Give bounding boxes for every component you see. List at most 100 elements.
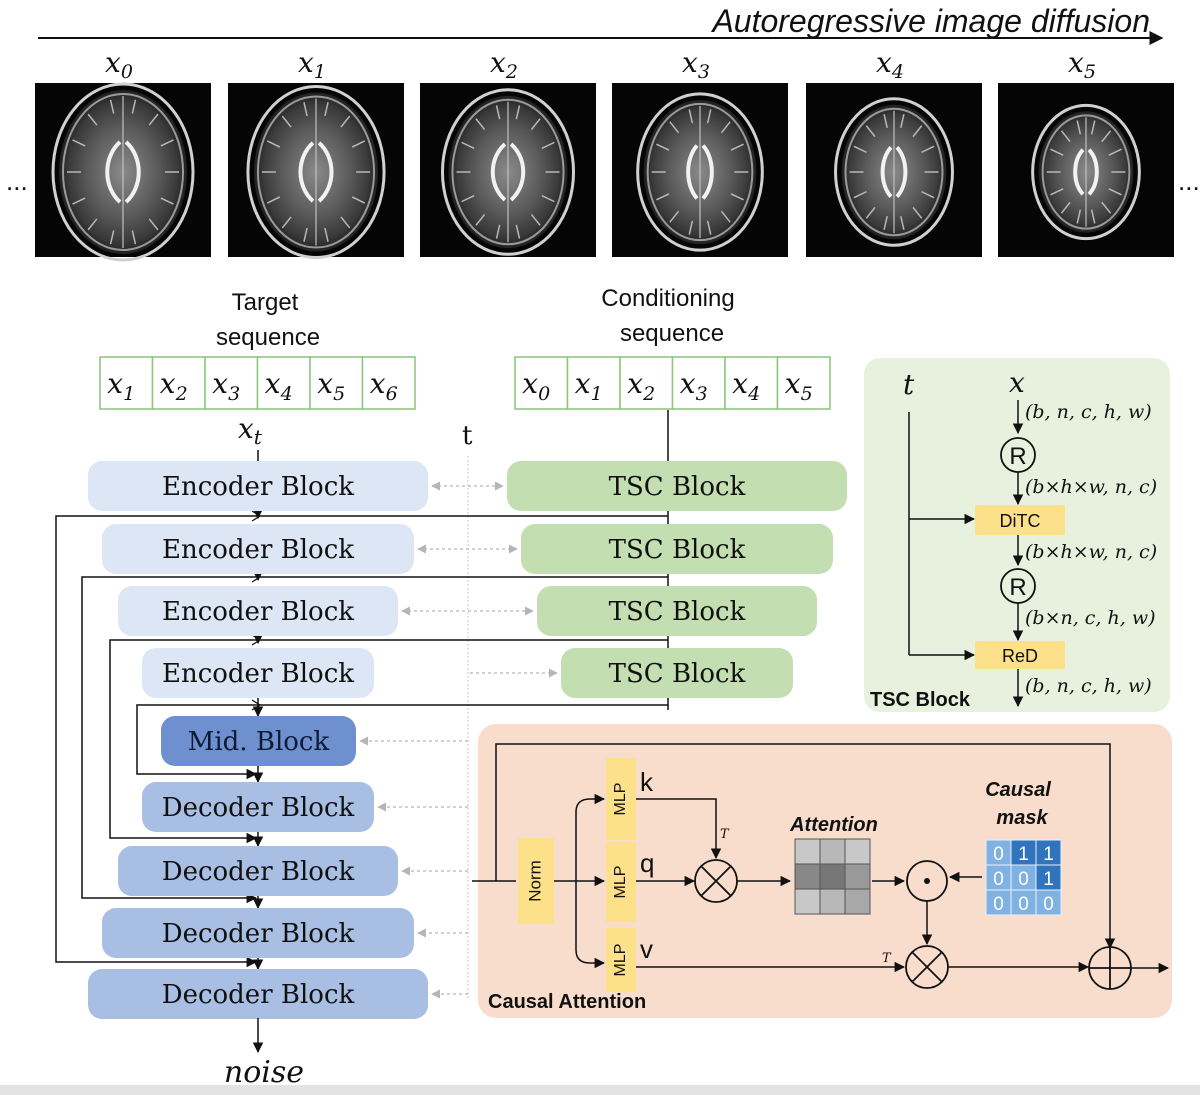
tsc-x: x xyxy=(1009,366,1025,399)
gyrus xyxy=(148,218,159,231)
gyrus xyxy=(669,121,680,134)
gyrus xyxy=(1108,148,1122,156)
ventricle-right xyxy=(124,140,141,204)
gyrus xyxy=(530,213,541,226)
tsc-panel: t x R DiTC R ReD (b, n, c, h, w) (b×h×w,… xyxy=(864,358,1170,712)
encoder-block-2: Encoder Block xyxy=(102,524,414,574)
skip-merge-3 xyxy=(251,699,262,711)
gyrus xyxy=(324,102,329,117)
tsc-block-1-bg xyxy=(507,461,847,511)
frame-strip: x0 x1 x2 x3 x4 x5 xyxy=(35,46,1174,262)
ventricle-left xyxy=(490,142,507,202)
attn-cell xyxy=(819,888,846,915)
gyrus xyxy=(515,224,521,239)
gyrus xyxy=(72,197,86,205)
frame-3: x3 xyxy=(612,46,788,257)
ellipsis-right: ... xyxy=(1178,166,1200,196)
gyrus xyxy=(160,197,174,205)
tsc-block-2-bg xyxy=(521,524,833,574)
gyrus xyxy=(461,194,475,203)
red-block xyxy=(975,641,1065,669)
mask-value: 1 xyxy=(1018,844,1029,865)
red-label: ReD xyxy=(1002,646,1038,666)
target-title-2: sequence xyxy=(216,324,320,351)
ventricle-left xyxy=(298,141,315,203)
tsc-block-4-bg xyxy=(561,648,793,698)
cortex-ring xyxy=(256,95,376,249)
cond-cell-2 xyxy=(619,356,674,410)
gyrus xyxy=(495,224,501,239)
frame-label-2: x2 xyxy=(490,46,518,83)
gyrus xyxy=(900,215,905,230)
gyrus xyxy=(883,215,888,230)
target-cell-label-2: x3 xyxy=(212,367,240,405)
gyrus xyxy=(656,193,670,201)
skip-merge-0 xyxy=(251,510,262,522)
gyrus xyxy=(912,206,923,219)
gyrus xyxy=(865,125,876,138)
encoder-block-3-bg xyxy=(118,586,398,636)
attn-cell xyxy=(819,838,846,865)
gyrus xyxy=(883,114,888,129)
gyrus xyxy=(351,196,366,204)
ventricle-left xyxy=(1073,148,1085,196)
mask-value: 0 xyxy=(993,869,1004,890)
target-cell-label-4: x5 xyxy=(317,367,345,405)
ventricle-left xyxy=(880,146,893,198)
decoder-block-1-label: Decoder Block xyxy=(162,793,355,823)
gyrus xyxy=(351,140,366,148)
ventricle-left xyxy=(686,144,699,200)
gyrus xyxy=(669,210,680,223)
gyrus xyxy=(900,114,905,129)
ventricle-right xyxy=(701,144,714,200)
gyrus xyxy=(853,190,867,199)
gyrus xyxy=(340,216,351,229)
attention-label: Attention xyxy=(789,814,878,836)
noise-label: noise xyxy=(224,1055,304,1090)
gyrus xyxy=(853,145,867,154)
cortex-ring xyxy=(451,98,565,246)
encoder-block-3: Encoder Block xyxy=(118,586,398,636)
skip-4 xyxy=(136,704,668,780)
mask-label-1: Causal xyxy=(985,779,1051,801)
gyrus xyxy=(340,115,351,128)
encoder-block-1: Encoder Block xyxy=(88,461,428,511)
attn-cell xyxy=(794,888,821,915)
gyrus xyxy=(1060,130,1071,143)
target-sequence: Target sequence x1 x2 x3 x4 x5 x6 xyxy=(99,289,416,410)
mask-value: 0 xyxy=(1018,869,1029,890)
gyrus xyxy=(921,145,935,154)
mask-cell xyxy=(985,889,1012,916)
shape-4: (b×n, c, h, w) xyxy=(1025,607,1156,629)
encoder-block-1-label: Encoder Block xyxy=(162,472,354,502)
target-cell-2 xyxy=(204,356,259,410)
gyrus xyxy=(495,105,501,120)
k-label: k xyxy=(640,767,654,797)
gyrus xyxy=(475,118,486,131)
hadamard-dot xyxy=(924,878,930,884)
cortex-ring xyxy=(844,107,944,237)
tsc-block-4-label: TSC Block xyxy=(609,659,746,689)
skull-outline xyxy=(440,88,576,256)
skip-2 xyxy=(81,576,668,904)
conditioning-sequence: Conditioning sequence x0 x1 x2 x3 x4 x5 xyxy=(514,285,831,410)
norm-to-v xyxy=(575,881,606,969)
mlp-q-label: MLP xyxy=(612,866,629,899)
cond-cell-1 xyxy=(566,356,621,410)
decoder-block-3: Decoder Block xyxy=(102,908,414,958)
ventricle-right xyxy=(317,141,334,203)
attn-cell xyxy=(819,863,846,890)
attention-panel: Norm MLP MLP MLP k q v T Attention Causa… xyxy=(472,724,1172,1018)
encoder-block-2-label: Encoder Block xyxy=(162,535,354,565)
skull-outline xyxy=(1031,103,1141,241)
mask-label-2: mask xyxy=(996,807,1048,829)
matmul-2-x2 xyxy=(911,951,943,983)
frame-1: x1 xyxy=(228,46,404,260)
gyrus xyxy=(1108,188,1122,196)
target-cell-0 xyxy=(99,356,154,410)
tsc-block-3: TSC Block xyxy=(537,586,817,636)
cortex-ring xyxy=(62,93,184,251)
mid-block-label: Mid. Block xyxy=(188,727,330,757)
decoder-block-3-bg xyxy=(102,908,414,958)
target-title-1: Target xyxy=(232,289,299,316)
